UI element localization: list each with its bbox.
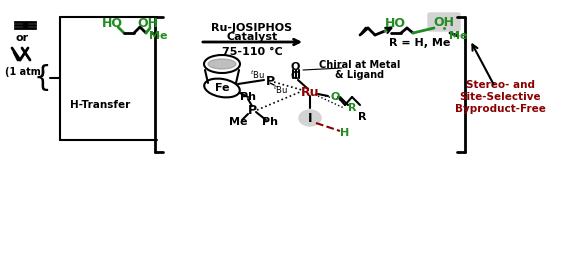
Text: Stereo- and: Stereo- and <box>466 80 535 90</box>
Text: Fe: Fe <box>215 83 229 93</box>
Bar <box>23 23 27 27</box>
Text: Chiral at Metal: Chiral at Metal <box>320 60 401 70</box>
Text: Ph: Ph <box>240 92 256 102</box>
Text: or: or <box>16 33 28 43</box>
Text: Me: Me <box>449 31 467 41</box>
Text: P: P <box>266 74 274 88</box>
Text: Ru: Ru <box>301 85 319 99</box>
Ellipse shape <box>208 59 236 69</box>
Text: Catalyst: Catalyst <box>226 32 278 42</box>
Text: P: P <box>248 104 256 116</box>
Text: & Ligand: & Ligand <box>335 70 385 80</box>
Text: H-Transfer: H-Transfer <box>70 100 130 110</box>
Text: (1 atm): (1 atm) <box>5 67 45 77</box>
Text: I: I <box>308 111 312 125</box>
FancyBboxPatch shape <box>428 13 460 31</box>
Text: HO: HO <box>102 17 122 29</box>
Text: O: O <box>331 92 340 102</box>
Text: HO: HO <box>385 17 405 29</box>
Ellipse shape <box>299 110 321 126</box>
Text: {: { <box>33 64 51 92</box>
Text: R: R <box>358 112 366 122</box>
Text: Ru-JOSIPHOS: Ru-JOSIPHOS <box>212 23 292 33</box>
Text: O: O <box>291 62 300 72</box>
Text: R: R <box>348 103 356 113</box>
Text: Site-Selective: Site-Selective <box>459 92 541 102</box>
Text: OH: OH <box>137 17 158 29</box>
Text: $^t$Bu: $^t$Bu <box>251 69 266 81</box>
Text: Me: Me <box>229 117 247 127</box>
Text: OH: OH <box>433 15 455 29</box>
Text: H: H <box>340 128 350 138</box>
Text: Me: Me <box>148 31 167 41</box>
Text: Byproduct-Free: Byproduct-Free <box>455 104 545 114</box>
Text: $^t$Bu: $^t$Bu <box>274 84 288 96</box>
Text: C: C <box>291 71 299 81</box>
Text: 75-110 °C: 75-110 °C <box>222 47 282 57</box>
Text: Ph: Ph <box>262 117 278 127</box>
Text: R = H, Me: R = H, Me <box>389 38 451 48</box>
